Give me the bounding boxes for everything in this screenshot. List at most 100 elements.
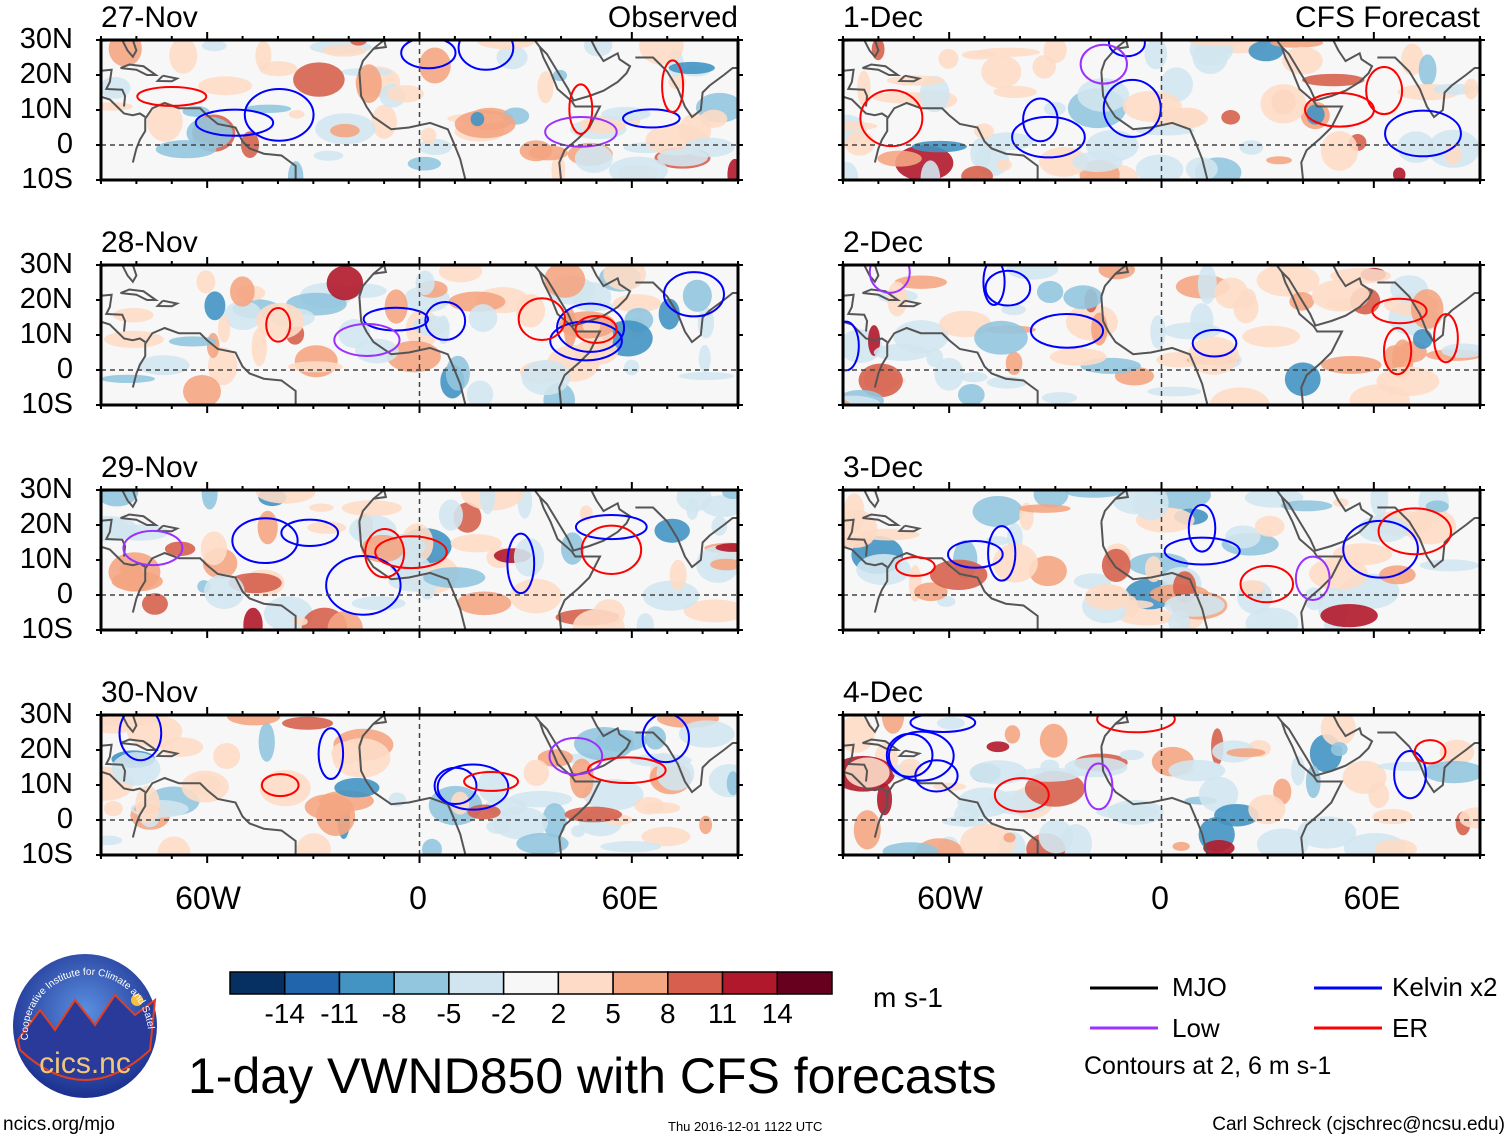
wind-anomaly-patch [1144, 40, 1168, 70]
wind-anomaly-patch [1376, 366, 1440, 397]
wind-anomaly-patch [103, 801, 123, 817]
wind-anomaly-patch [423, 567, 486, 588]
wind-anomaly-patch [327, 610, 363, 630]
lat-label: 10S [21, 838, 73, 870]
map-panel [96, 707, 743, 863]
wave-contour [1011, 115, 1086, 159]
footer-url[interactable]: ncics.org/mjo [3, 1114, 115, 1135]
panel-title-27nov: 27-Nov [101, 1, 198, 34]
wave-contour [325, 554, 402, 616]
wind-anomaly-patch [326, 265, 364, 301]
wind-anomaly-patch [1203, 839, 1235, 855]
wind-anomaly-patch [479, 490, 496, 515]
svg-text:cics.nc: cics.nc [39, 1047, 131, 1080]
colorbar-label: 8 [660, 998, 676, 1029]
wind-anomaly-patch [256, 490, 316, 504]
colorbar-units: m s-1 [873, 982, 943, 1013]
wind-anomaly-patch [563, 308, 577, 348]
wind-anomaly-patch [354, 338, 399, 364]
wind-anomaly-patch [974, 320, 1028, 355]
wind-anomaly-patch [438, 499, 464, 531]
map-panel [838, 707, 1485, 863]
wind-anomaly-patch [361, 534, 405, 563]
coastline [358, 715, 385, 747]
wind-anomaly-patch [1003, 832, 1016, 843]
coastline [358, 40, 385, 72]
wind-anomaly-patch [1192, 40, 1228, 74]
wind-anomaly-patch [1065, 490, 1122, 498]
coastline [533, 715, 602, 855]
wind-anomaly-patch [157, 836, 191, 855]
coastline [1100, 40, 1127, 72]
wind-anomaly-patch [450, 534, 502, 553]
wind-anomaly-patch [438, 265, 483, 283]
wind-anomaly-patch [332, 738, 391, 778]
wind-anomaly-patch [1372, 808, 1413, 825]
wind-anomaly-patch [933, 782, 967, 791]
wind-anomaly-patch [155, 140, 217, 159]
wind-anomaly-patch [287, 361, 343, 373]
wind-anomaly-patch [466, 380, 494, 405]
wind-anomaly-patch [658, 298, 680, 330]
legend-low: Low [1172, 1013, 1220, 1043]
wind-anomaly-patch [1270, 40, 1324, 48]
wind-anomaly-patch [873, 343, 930, 361]
wind-anomaly-patch [986, 741, 1010, 753]
coastline [358, 490, 385, 522]
wind-anomaly-patch [551, 154, 566, 180]
wind-anomaly-patch [1098, 265, 1135, 280]
wind-anomaly-patch [1164, 593, 1225, 617]
wind-anomaly-patch [164, 541, 196, 557]
coastline [155, 749, 181, 758]
coastline [635, 56, 738, 119]
coastline [1275, 40, 1344, 180]
panel-title-29nov: 29-Nov [101, 451, 198, 484]
wind-anomaly-patch [1017, 767, 1080, 782]
wind-anomaly-patch [668, 74, 686, 90]
wind-anomaly-patch [1160, 67, 1193, 102]
wind-anomaly-patch [1297, 816, 1357, 849]
coastline [101, 320, 146, 343]
coastline [539, 265, 632, 327]
legend-kelvin: Kelvin x2 [1392, 972, 1498, 1002]
wave-contour [868, 265, 911, 294]
lat-label: 20N [19, 733, 73, 765]
wind-anomaly-patch [911, 140, 967, 153]
wind-anomaly-patch [1245, 607, 1299, 630]
wind-anomaly-patch [877, 150, 922, 167]
wind-anomaly-patch [1392, 167, 1406, 180]
wind-anomaly-patch [1122, 90, 1182, 122]
colorbar-swatch [667, 971, 724, 995]
legend-er: ER [1392, 1013, 1429, 1043]
wind-anomaly-patch [1254, 515, 1285, 537]
wind-anomaly-patch [699, 815, 713, 835]
wave-contour [1432, 313, 1459, 364]
wind-anomaly-patch [196, 270, 216, 294]
lat-label: 10N [19, 543, 73, 575]
wind-anomaly-patch [371, 104, 397, 139]
map-panel [96, 32, 743, 188]
wind-anomaly-patch [682, 279, 712, 312]
wave-contour [1371, 297, 1428, 325]
wind-anomaly-patch [468, 304, 498, 333]
wind-anomaly-patch [137, 355, 190, 376]
wind-anomaly-patch [669, 559, 687, 591]
colorbar-swatch [393, 971, 450, 995]
panel-title-3dec: 3-Dec [843, 451, 924, 484]
wind-anomaly-patch [445, 355, 470, 391]
wind-anomaly-patch [259, 770, 311, 807]
wind-anomaly-patch [698, 344, 711, 373]
wind-anomaly-patch [1039, 147, 1089, 177]
coastline [101, 95, 146, 118]
colorbar-label: 2 [550, 998, 567, 1029]
wave-contour [1083, 762, 1114, 811]
wind-anomaly-patch [322, 44, 367, 57]
wind-anomaly-patch [1239, 580, 1265, 594]
wind-anomaly-patch [572, 608, 625, 630]
lat-label: 30N [19, 698, 73, 730]
wave-contour [984, 269, 1032, 307]
wind-anomaly-patch [516, 832, 569, 855]
legend-mjo: MJO [1172, 972, 1227, 1002]
wind-anomaly-patch [476, 40, 536, 50]
coastline [358, 71, 467, 180]
